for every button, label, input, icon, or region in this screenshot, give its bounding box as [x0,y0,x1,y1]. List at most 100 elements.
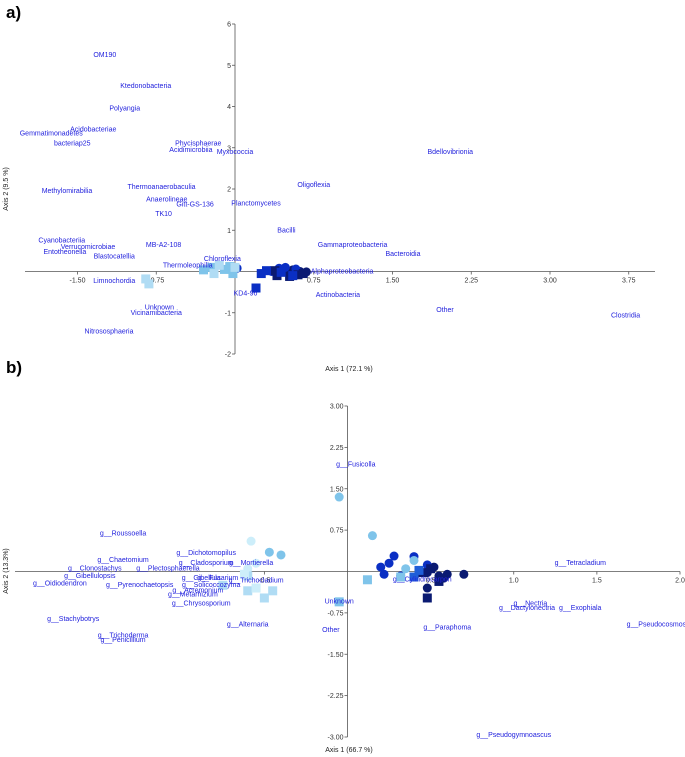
taxon-label: g__Stachybotrys [47,616,100,623]
data-point-circle [367,531,377,541]
data-point-square [209,269,219,279]
y-tick-label: 6 [227,22,231,29]
data-point-square [199,265,208,275]
taxon-label: Gitt-GS-136 [176,201,213,208]
taxon-label: Unknown [325,598,354,605]
data-point-square [256,269,266,279]
y-axis-label: Axis 2 (9.5 %) [3,167,10,211]
data-point-circle [459,569,469,579]
data-point-square [230,262,240,272]
taxon-label: g__Mortierella [229,560,273,567]
taxon-label: g__Metarhizium [168,591,218,598]
taxon-label: Blastocatellia [94,253,135,260]
taxon-label: Thermoleophilia [163,262,213,269]
taxon-label: Polyangia [109,106,140,113]
taxon-label: Other [436,307,454,314]
taxon-label: Limnochordia [93,278,135,285]
taxon-label: Thermoanaerobaculia [127,184,195,191]
panel-b-chart: -0.5 0.5 1.0 1.5 2.0 -3.00 -2.25 -1.50 -0.75 0.75… [3,404,685,755]
taxon-label: g__Oidiodendron [33,580,87,587]
data-point-square [414,565,424,575]
x-tick-label: 2.0 [675,578,685,585]
taxon-label: Verrucomicrobiae [61,244,116,251]
taxon-label: Gemmatimonadetes [20,130,84,137]
taxon-label: g__Chrysosporium [172,601,231,608]
taxon-label: Myxococcia [217,149,254,156]
data-point-circle [384,558,394,568]
data-point-square [334,597,344,607]
data-point-square [207,262,217,272]
panel-a-chart: -1.50 -0.75 0.75 1.50 2.25 3.00 3.75 -2 -1 1 2 3 4 5 6… [3,22,655,373]
taxon-label: Other [322,627,340,634]
data-point-square [251,583,261,593]
x-tick-label: 1.50 [386,278,400,285]
taxon-label: Clostridia [611,313,640,320]
data-point-circle [251,558,261,568]
taxon-label: Methylomirabilia [42,188,93,195]
data-point-circle [334,492,344,502]
data-point-square [422,593,432,603]
taxon-label: Ktedonobacteria [120,83,171,90]
taxon-label: g__Roussoella [100,531,146,538]
data-point-square [426,564,436,574]
y-tick-label: -2.25 [328,693,344,700]
taxon-label: Entotheonella [43,249,86,256]
y-axis-label: Axis 2 (13.3%) [3,548,10,594]
taxon-label: g__Alternaria [227,622,269,629]
taxon-label: g__Paraphoma [423,624,471,631]
data-point-square [251,283,261,293]
x-tick-label: -1.50 [70,278,86,285]
taxon-label: Nitrososphaeria [84,328,133,335]
y-tick-label: -3.00 [328,735,344,742]
data-point-circle [379,569,389,579]
taxon-label: Bdellovibrionia [427,149,473,156]
taxon-label: g__Chaetomium [97,557,149,564]
taxon-label: g__Fusicolla [336,462,375,469]
taxon-label: g__Acremonium [172,587,223,594]
x-axis-label: Axis 1 (72.1 %) [325,366,372,373]
x-tick-label: 0.5 [426,578,436,585]
y-tick-label: -1 [225,310,231,317]
taxon-label: Acidobacteriae [70,126,116,133]
data-point-circle [264,547,274,557]
y-tick-label: 5 [227,63,231,70]
data-point-square [259,593,269,603]
x-tick-label: -0.75 [148,278,164,285]
x-tick-label: 2.25 [464,278,478,285]
data-point-square [298,269,308,279]
data-point-square [362,575,372,585]
y-tick-label: -2 [225,352,231,359]
y-tick-label: 2 [227,187,231,194]
data-point-square [262,266,271,276]
taxon-label: KD4-96 [234,290,258,297]
data-point-circle [376,562,386,572]
taxon-label: g__Pyrenochaetopsis [106,582,174,589]
y-tick-label: 3 [227,145,231,152]
taxon-label: Oligoflexia [297,182,330,189]
y-tick-label: 1.50 [330,486,344,493]
data-point-square [228,269,238,279]
taxon-label: g__Pseudocosmospora [627,622,685,629]
data-point-square [396,572,406,582]
data-point-square [218,580,228,590]
y-tick-label: -0.75 [328,610,344,617]
taxon-label: g__Tetracladium [555,560,607,567]
data-point-square [141,274,151,284]
taxon-label: Chloroflexia [204,256,241,263]
data-point-circle [389,551,399,561]
taxon-label: g__Penicillium [100,637,145,644]
data-point-square [144,279,154,289]
taxon-label: Unknown [145,304,174,311]
taxon-label: g__Cylindrocarpon [393,576,452,583]
taxon-label: g__Gibellulopsis [64,573,116,580]
data-point-square [214,260,224,270]
data-point-square [268,586,278,596]
data-point-square [276,267,286,277]
taxon-label: g__Nectria [513,601,547,608]
taxon-label: Bacilli [277,227,296,234]
taxon-label: g__Cladosporium [179,560,234,567]
data-point-square [288,271,298,281]
taxon-label: g__Exophiala [559,605,602,612]
taxon-label: Actinobacteria [316,292,360,299]
